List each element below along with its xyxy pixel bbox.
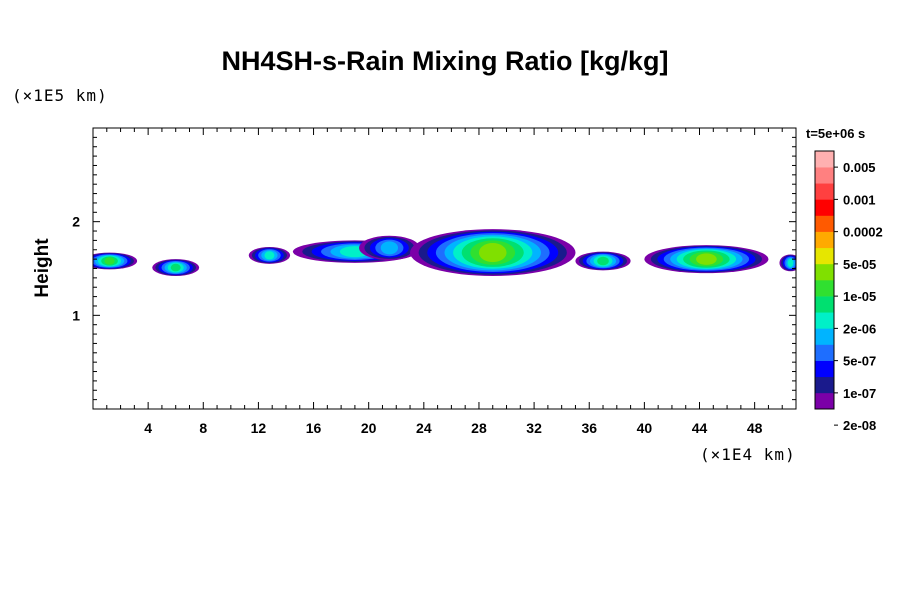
colorbar-swatch — [815, 151, 834, 167]
contour-cell-5 — [359, 236, 420, 260]
colorbar-swatch — [815, 199, 834, 215]
x-axis: 4 8 12 16 20 24 28 32 36 40 44 48 — [107, 128, 782, 436]
contour-cell-9 — [779, 254, 801, 271]
x-tick-label: 32 — [526, 420, 542, 436]
contour-cell-8 — [644, 245, 768, 273]
colorbar-swatch — [815, 393, 834, 409]
contour-level-6 — [597, 257, 609, 266]
colorbar-label: 2e-08 — [843, 418, 876, 433]
colorbar-swatch — [815, 183, 834, 199]
colorbar-swatch — [815, 248, 834, 264]
colorbar-swatch — [815, 167, 834, 183]
y-tick-label: 1 — [72, 307, 80, 323]
colorbar-swatch — [815, 377, 834, 393]
contour-cell-3 — [249, 247, 290, 264]
x-tick-label: 44 — [692, 420, 708, 436]
colorbar-swatch — [815, 312, 834, 328]
colorbar-swatch — [815, 296, 834, 312]
colorbar-label: 2e-06 — [843, 321, 876, 336]
x-tick-label: 16 — [306, 420, 322, 436]
contour-cell-6 — [410, 229, 575, 276]
contour-level-6 — [171, 264, 181, 272]
colorbar-swatch — [815, 328, 834, 344]
colorbar-label: 1e-07 — [843, 386, 876, 401]
colorbar-swatch — [815, 280, 834, 296]
contour-level-5 — [788, 259, 793, 267]
colorbar-swatch — [815, 264, 834, 280]
colorbar-label: 0.005 — [843, 160, 876, 175]
contour-field — [82, 229, 802, 276]
colorbar-swatch — [815, 216, 834, 232]
x-tick-label: 28 — [471, 420, 487, 436]
colorbar-label: 0.0002 — [843, 225, 883, 240]
y-tick-label: 2 — [72, 214, 80, 230]
contour-level-5 — [264, 251, 274, 259]
x-tick-label: 40 — [637, 420, 653, 436]
colorbar: 0.005 0.001 0.0002 5e-05 1e-05 2e-06 5e-07 1e-0… — [815, 151, 883, 433]
x-tick-label: 20 — [361, 420, 377, 436]
x-tick-label: 8 — [199, 420, 207, 436]
x-tick-label: 24 — [416, 420, 432, 436]
contour-level-8 — [479, 243, 507, 262]
colorbar-label: 0.001 — [843, 192, 876, 207]
x-tick-label: 12 — [251, 420, 267, 436]
colorbar-swatch — [815, 361, 834, 377]
x-tick-label: 36 — [581, 420, 597, 436]
contour-cell-7 — [575, 252, 630, 271]
colorbar-label: 1e-05 — [843, 289, 876, 304]
colorbar-label: 5e-07 — [843, 354, 876, 369]
colorbar-swatch — [815, 232, 834, 248]
y-axis-label: Height — [32, 238, 53, 298]
contour-level-8 — [696, 253, 717, 264]
contour-cell-2 — [152, 259, 199, 276]
contour-cell-1 — [82, 253, 137, 270]
colorbar-label: 5e-05 — [843, 257, 876, 272]
contour-level-7 — [104, 257, 114, 264]
x-tick-label: 4 — [144, 420, 152, 436]
colorbar-swatch — [815, 345, 834, 361]
x-tick-label: 48 — [747, 420, 763, 436]
contour-level-4 — [381, 241, 398, 254]
